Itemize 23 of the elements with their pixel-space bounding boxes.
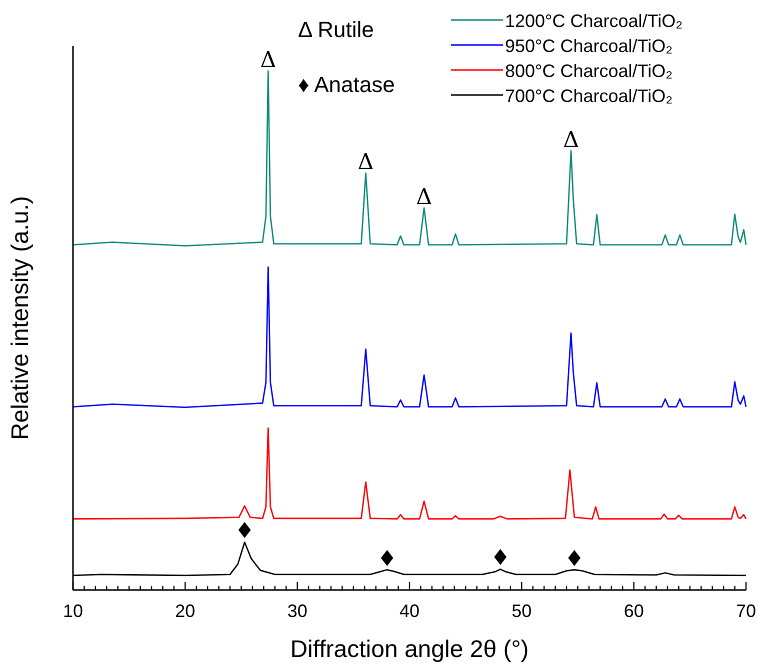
legend-label: 1200°C Charcoal/TiO₂ bbox=[505, 11, 683, 31]
legend-label: 700°C Charcoal/TiO₂ bbox=[505, 86, 673, 106]
annotation: ♦ bbox=[377, 546, 397, 572]
x-tick-label: 60 bbox=[624, 601, 644, 621]
x-tick-label: 30 bbox=[287, 601, 308, 621]
x-axis-title: Diffraction angle 2θ (°) bbox=[290, 636, 529, 663]
legend-label: 950°C Charcoal/TiO₂ bbox=[505, 36, 673, 56]
annotation: Δ bbox=[260, 48, 276, 73]
annotation: Δ bbox=[358, 150, 374, 176]
annotation: ♦ bbox=[234, 519, 254, 544]
x-tick-label: 40 bbox=[399, 601, 420, 621]
legend-label: 800°C Charcoal/TiO₂ bbox=[505, 61, 673, 81]
x-tick-label: 50 bbox=[512, 601, 532, 621]
x-tick-label: 10 bbox=[62, 601, 84, 621]
annotation: ♦ bbox=[564, 546, 584, 572]
x-tick-label: 70 bbox=[736, 601, 756, 621]
annotation: ♦ Anatase bbox=[298, 72, 395, 97]
annotation: ♦ bbox=[490, 546, 510, 572]
annotation: Δ bbox=[416, 184, 432, 210]
annotation: Δ bbox=[563, 128, 579, 153]
text: Δ Rutile bbox=[298, 17, 374, 42]
y-axis-title: Relative intensity (a.u.) bbox=[7, 196, 34, 440]
x-tick-label: 20 bbox=[175, 601, 196, 621]
